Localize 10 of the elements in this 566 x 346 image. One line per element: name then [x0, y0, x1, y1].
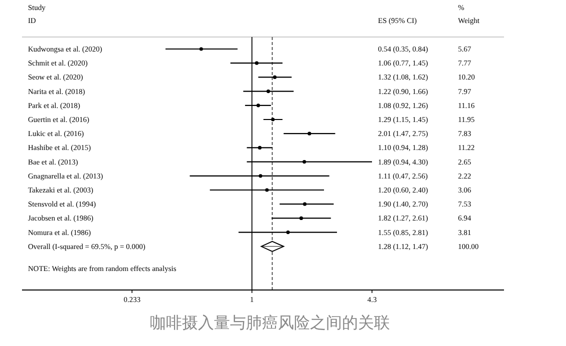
point	[302, 160, 306, 164]
point	[266, 90, 270, 94]
point	[258, 174, 262, 178]
point	[302, 202, 307, 206]
point	[256, 104, 260, 108]
text: 咖啡摄入量与肺癌风险之间的关联	[150, 313, 390, 332]
point	[299, 216, 304, 220]
point	[265, 188, 269, 192]
point	[258, 146, 262, 150]
point	[254, 61, 259, 65]
